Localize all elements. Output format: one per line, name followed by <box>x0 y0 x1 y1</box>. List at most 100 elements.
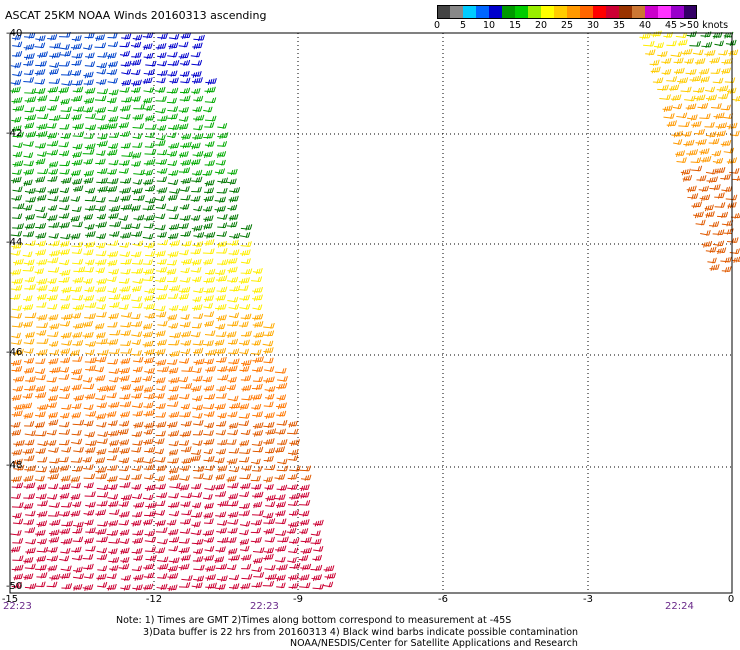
wind-barb <box>96 385 109 393</box>
wind-barb <box>24 367 35 374</box>
wind-barb <box>263 476 273 483</box>
wind-barb <box>84 491 96 498</box>
wind-barb <box>659 94 671 100</box>
wind-barb <box>46 294 58 302</box>
wind-barb <box>683 139 695 147</box>
wind-barb <box>700 31 712 38</box>
wind-barb <box>239 529 249 536</box>
wind-barb <box>35 249 47 256</box>
wind-barb <box>12 213 23 220</box>
wind-barb <box>263 518 276 525</box>
wind-barb <box>96 484 109 491</box>
wind-barb <box>131 565 143 572</box>
wind-barb <box>145 114 155 122</box>
wind-barb <box>83 158 94 165</box>
colorbar-swatch <box>684 5 697 19</box>
note-line-2: 3)Data buffer is 22 hrs from 20160313 4)… <box>143 627 579 638</box>
wind-barb <box>191 77 203 84</box>
wind-barb <box>311 574 323 582</box>
wind-barb <box>58 276 70 283</box>
wind-barb <box>251 581 263 588</box>
wind-barb <box>133 103 145 110</box>
wind-barb <box>131 296 142 302</box>
wind-barb <box>119 86 130 93</box>
wind-barb <box>251 383 263 391</box>
wind-barb <box>37 168 49 175</box>
wind-barb <box>714 202 726 208</box>
wind-barb <box>48 161 59 168</box>
wind-barb <box>120 494 133 501</box>
wind-barb <box>264 393 275 401</box>
wind-barb <box>24 384 36 392</box>
wind-barb <box>226 178 237 185</box>
wind-barb <box>678 121 690 128</box>
wind-barb <box>10 546 21 553</box>
wind-barb <box>71 35 82 42</box>
wind-barb <box>71 546 82 553</box>
wind-barb <box>106 454 118 461</box>
wind-barb <box>25 547 36 555</box>
wind-barb <box>72 356 83 362</box>
wind-barb <box>82 584 94 591</box>
wind-barb <box>716 85 729 93</box>
wind-barb <box>47 257 59 264</box>
wind-barb <box>95 509 107 517</box>
wind-barb <box>48 221 60 229</box>
wind-barb <box>238 285 249 291</box>
wind-barb <box>274 473 286 481</box>
wind-barb <box>10 86 21 94</box>
wind-barb <box>58 374 70 380</box>
wind-barb <box>214 168 226 175</box>
wind-barb <box>154 509 166 516</box>
wind-barb <box>289 493 301 500</box>
wind-barb <box>217 177 229 184</box>
colorbar <box>437 5 697 19</box>
wind-barb <box>179 475 190 481</box>
wind-barb <box>47 402 57 409</box>
wind-barb <box>96 303 107 310</box>
wind-barb <box>214 303 227 311</box>
wind-barb <box>204 122 215 128</box>
wind-barb <box>202 205 213 213</box>
wind-barb <box>661 57 672 65</box>
wind-barb <box>190 267 202 273</box>
wind-barb <box>239 448 251 455</box>
wind-barb <box>156 176 168 183</box>
wind-barb <box>252 557 263 564</box>
wind-barb <box>730 130 740 137</box>
wind-barb <box>181 457 193 465</box>
wind-barb <box>168 411 180 419</box>
wind-barb <box>61 446 72 453</box>
wind-barb <box>118 121 129 129</box>
wind-barb <box>227 527 238 534</box>
wind-barb <box>96 536 108 543</box>
wind-barb <box>22 295 33 302</box>
wind-barb <box>287 473 298 481</box>
wind-barb <box>106 583 117 591</box>
wind-barb <box>700 76 710 83</box>
wind-barb <box>59 221 70 229</box>
wind-barb <box>106 185 118 193</box>
wind-barb <box>35 581 46 588</box>
wind-barb <box>684 58 694 65</box>
wind-barb <box>24 563 36 570</box>
wind-barb <box>204 393 216 400</box>
wind-barb <box>35 186 47 194</box>
wind-barb <box>240 482 251 490</box>
wind-barb <box>47 277 57 285</box>
wind-barb <box>23 53 35 60</box>
wind-barb <box>144 367 155 375</box>
lon-tick-neg9: -9 <box>293 594 303 605</box>
wind-barb <box>168 545 179 552</box>
wind-barb <box>95 285 107 293</box>
colorbar-swatch <box>632 5 646 19</box>
wind-barb <box>13 375 25 383</box>
wind-barb <box>24 187 36 195</box>
wind-barb <box>12 537 24 544</box>
colorbar-label: >50 knots <box>679 20 729 31</box>
wind-barb <box>59 196 70 203</box>
wind-barb <box>650 66 661 74</box>
wind-barb <box>12 160 24 168</box>
wind-barb <box>178 52 190 60</box>
wind-barb <box>23 43 35 51</box>
